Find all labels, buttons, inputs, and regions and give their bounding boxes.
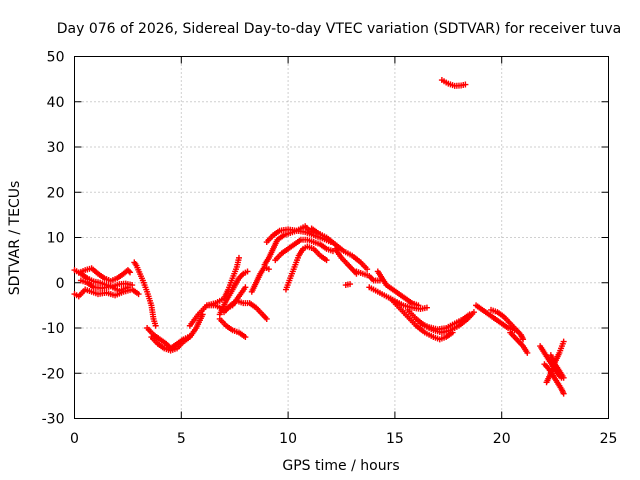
data-point [560,374,567,381]
x-tick-label: 15 [386,431,404,447]
series-arc26 [417,311,473,333]
data-point [127,269,134,276]
series-arc30 [507,329,531,356]
x-tick-label: 0 [70,431,79,447]
series-arc17 [282,243,330,293]
y-tick-label: -20 [42,366,65,382]
series-arc11 [216,315,249,341]
series-arc19 [332,245,360,277]
data-point [364,266,371,273]
x-tick-label: 25 [600,431,618,447]
series-arc24 [387,295,456,343]
series-arc20 [353,268,383,284]
data-point [524,349,531,356]
data-point [423,304,430,311]
data-point [125,268,132,275]
x-tick-label: 5 [177,431,186,447]
series-arc2 [75,265,134,284]
y-tick-label: 30 [47,140,65,156]
data-point [560,338,567,345]
y-tick-label: 50 [47,50,65,66]
series-arc27 [438,77,469,89]
data-point [466,311,473,318]
data-point [124,284,131,291]
series-arc12 [221,297,270,322]
series-arc13 [248,263,272,295]
y-tick-label: 40 [47,95,65,111]
data-point [347,281,354,288]
series-arc21 [342,281,354,289]
series-arc3 [71,286,142,300]
series-arc22 [374,268,422,309]
y-tick-label: 20 [47,185,65,201]
series-arc5 [131,259,159,329]
y-tick-label: -10 [42,321,65,337]
series-arc18 [308,225,371,273]
series-arc25 [404,306,477,336]
data-point [242,284,249,291]
data-point [560,390,567,397]
y-tick-label: 0 [56,276,65,292]
data-point [244,268,251,275]
series-arc29 [488,306,527,343]
y-tick-label: -30 [42,412,65,428]
series-arc1 [71,267,136,290]
series-arc16 [272,236,336,264]
series-arc7 [148,311,206,354]
x-tick-label: 20 [493,431,511,447]
data-points [71,77,567,397]
data-point [520,336,527,343]
y-tick-label: 10 [47,231,65,247]
grid-lines [74,56,609,419]
data-point [135,291,142,298]
x-tick-label: 10 [279,431,297,447]
series-arc34 [547,352,567,381]
plot-frame [74,56,609,419]
data-point [235,254,242,261]
data-point [242,334,249,341]
data-point [470,309,477,316]
data-point [263,315,270,322]
series-arc32 [541,361,567,397]
data-point [462,81,469,88]
x-axis-label: GPS time / hours [282,458,399,474]
data-point [323,257,330,264]
series-arc4 [77,277,131,294]
data-point [265,266,272,273]
series-arc28 [473,302,518,334]
data-point [152,322,159,329]
chart-title: Day 076 of 2026, Sidereal Day-to-day VTE… [57,21,621,37]
axis-ticks: 0 5 10 15 20 25 -30 -20 -10 0 10 20 30 40 50 [42,50,618,448]
y-axis-label: SDTVAR / TECUs [7,181,23,296]
